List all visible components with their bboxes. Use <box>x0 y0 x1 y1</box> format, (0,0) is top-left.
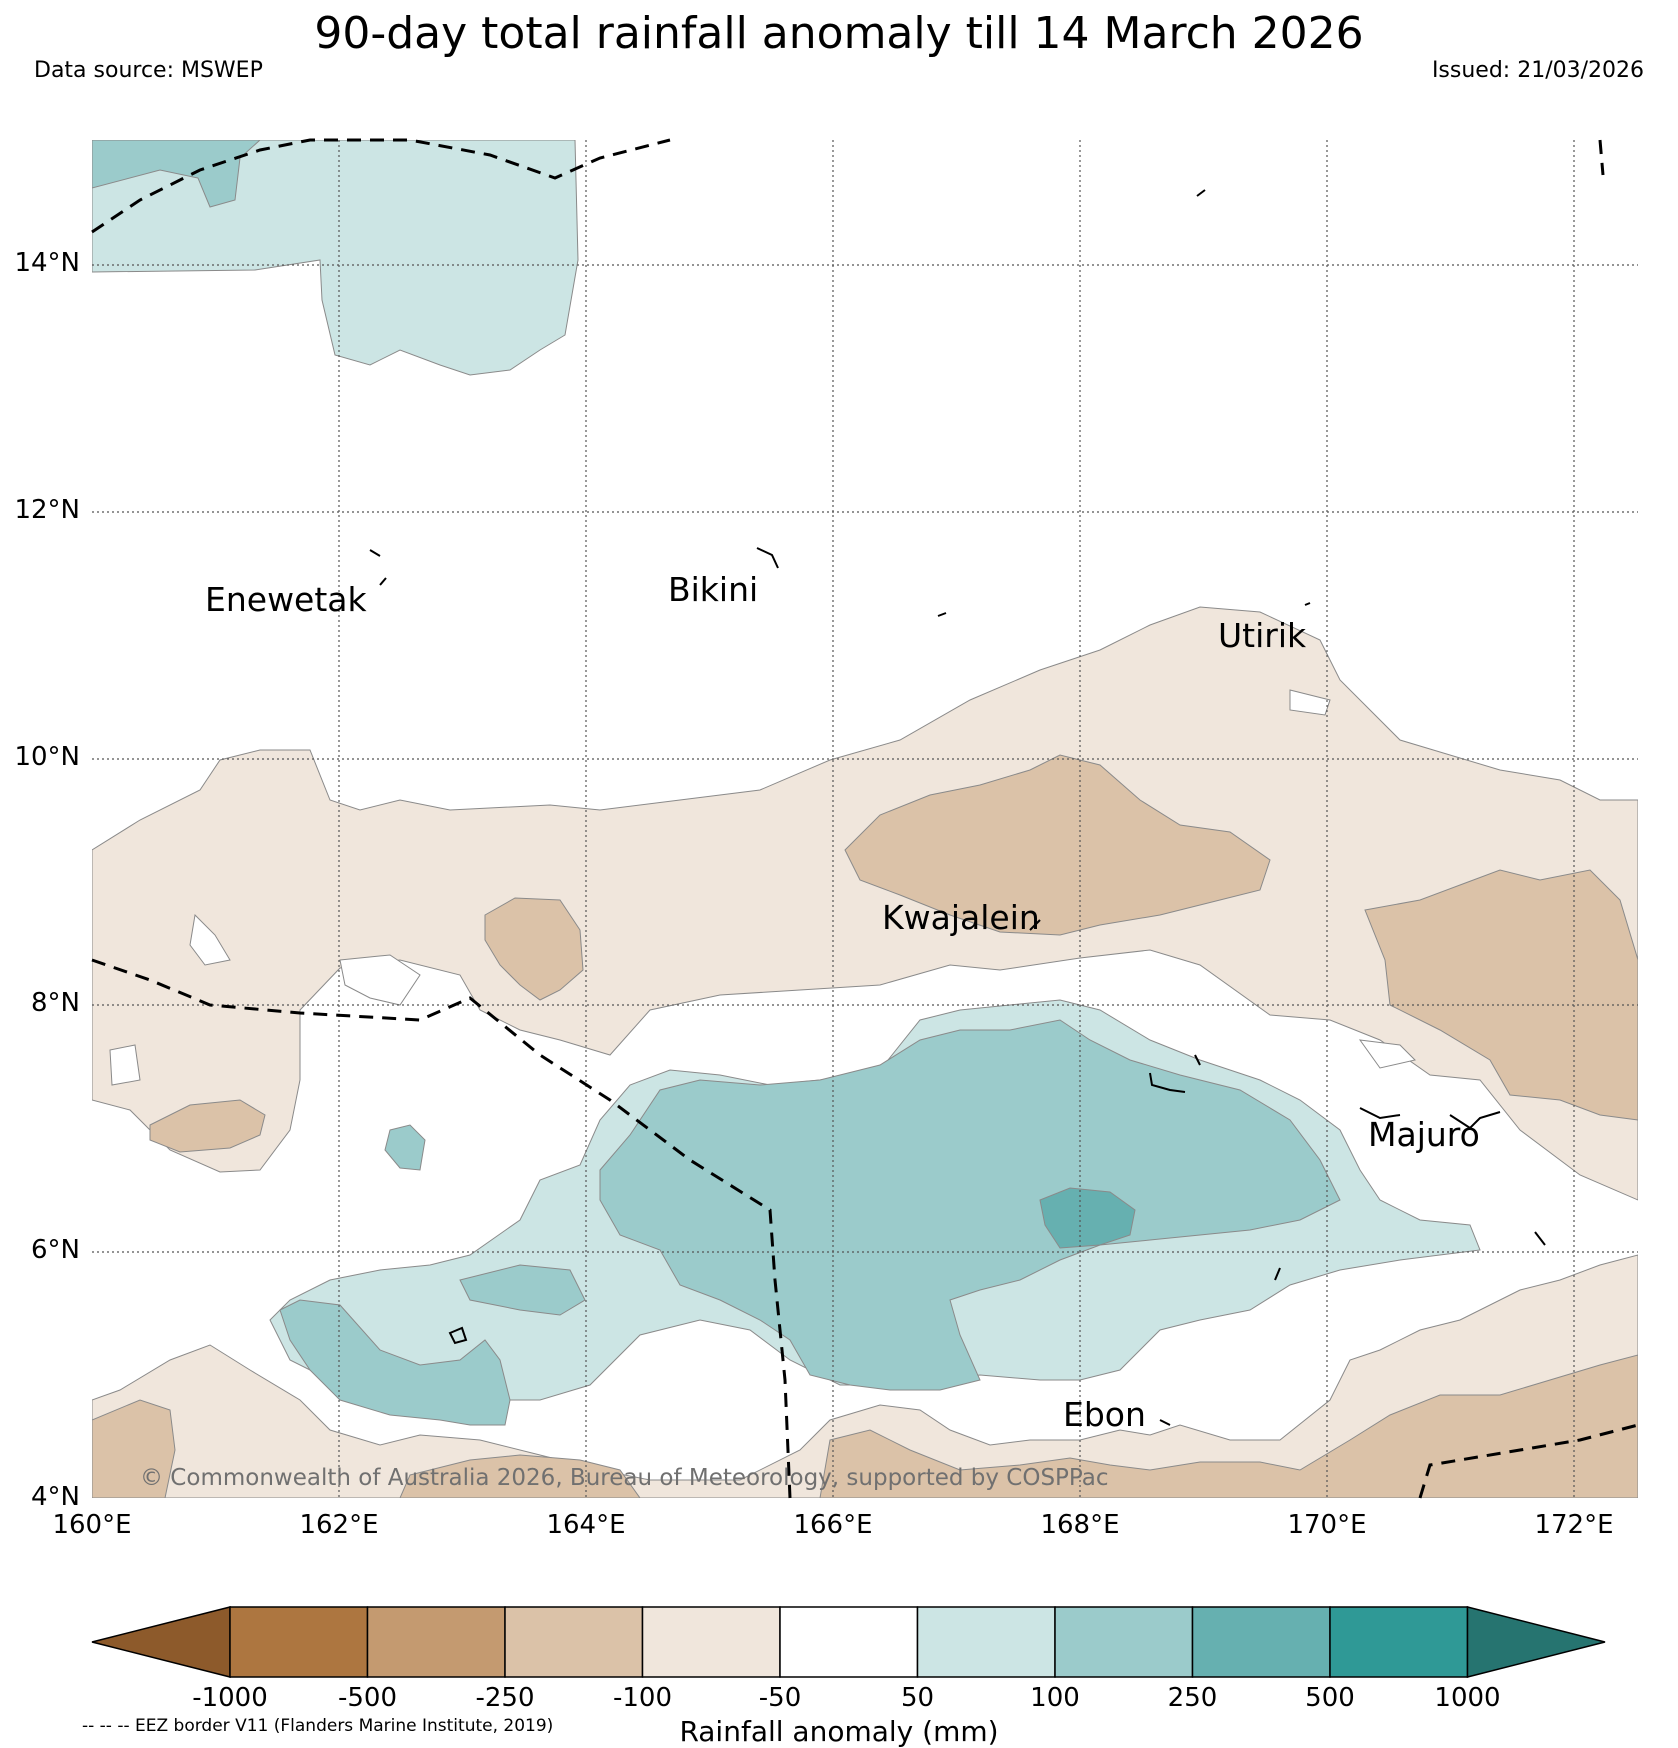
lon-label-164e: 164°E <box>546 1510 626 1540</box>
place-label-ebon: Ebon <box>1063 1395 1146 1434</box>
lon-label-160e: 160°E <box>52 1510 132 1540</box>
colorbar-tick: -50 <box>758 1683 802 1713</box>
issued-date-label: Issued: 21/03/2026 <box>1431 58 1644 83</box>
place-label-kwajalein: Kwajalein <box>882 898 1040 937</box>
wet-region-west-core <box>279 1299 511 1426</box>
dry-patch-south <box>92 1399 176 1498</box>
lat-label-10n: 10°N <box>14 742 80 772</box>
atoll-outlines <box>369 189 1546 1426</box>
colorbar-tick: -250 <box>475 1683 535 1713</box>
colorbar-tick: 100 <box>1030 1683 1080 1713</box>
dry-patch-kwajalein <box>844 754 1271 936</box>
lat-label-14n: 14°N <box>14 248 80 278</box>
place-label-enewetak: Enewetak <box>205 580 367 619</box>
colorbar-tick: 50 <box>900 1683 935 1713</box>
colorbar-tick: 500 <box>1305 1683 1355 1713</box>
place-label-utirik: Utirik <box>1218 616 1307 655</box>
eez-border <box>91 138 1639 1499</box>
colorbar-label: Rainfall anomaly (mm) <box>679 1715 999 1748</box>
eez-border-note: -- -- -- EEZ border V11 (Flanders Marine… <box>82 1716 554 1736</box>
lat-label-8n: 8°N <box>31 988 80 1018</box>
colorbar-extend-high <box>1466 1606 1606 1678</box>
wet-region-peak <box>1039 1187 1136 1249</box>
dry-patch-west <box>484 897 584 1001</box>
wet-region-north-core <box>92 140 261 208</box>
place-label-majuro: Majuro <box>1368 1115 1480 1154</box>
colorbar-tick: -100 <box>612 1683 672 1713</box>
place-label-bikini: Bikini <box>668 570 759 609</box>
lon-label-162e: 162°E <box>299 1510 379 1540</box>
wet-region-north <box>92 140 579 376</box>
chart-title: 90-day total rainfall anomaly till 14 Ma… <box>314 8 1364 59</box>
colorbar-tick: -1000 <box>192 1683 268 1713</box>
lon-label-166e: 166°E <box>793 1510 873 1540</box>
colorbar-tick: 250 <box>1167 1683 1218 1713</box>
lon-label-170e: 170°E <box>1287 1510 1367 1540</box>
copyright-credit: © Commonwealth of Australia 2026, Bureau… <box>140 1465 1109 1491</box>
lat-label-12n: 12°N <box>14 495 80 525</box>
dry-patch-east <box>1364 869 1638 1121</box>
graticule <box>92 140 1638 1498</box>
colorbar-tick: -500 <box>337 1683 397 1713</box>
dry-band-central <box>92 606 1638 1201</box>
dry-patch-small <box>149 1099 266 1153</box>
lon-label-172e: 172°E <box>1534 1510 1614 1540</box>
lat-label-6n: 6°N <box>31 1235 80 1265</box>
lon-label-168e: 168°E <box>1040 1510 1120 1540</box>
colorbar-tick: 1000 <box>1434 1683 1501 1713</box>
colorbar-extend-low <box>91 1606 231 1678</box>
data-source-label: Data source: MSWEP <box>34 58 263 83</box>
lat-label-4n: 4°N <box>31 1482 80 1512</box>
colorbar <box>91 1606 1606 1678</box>
